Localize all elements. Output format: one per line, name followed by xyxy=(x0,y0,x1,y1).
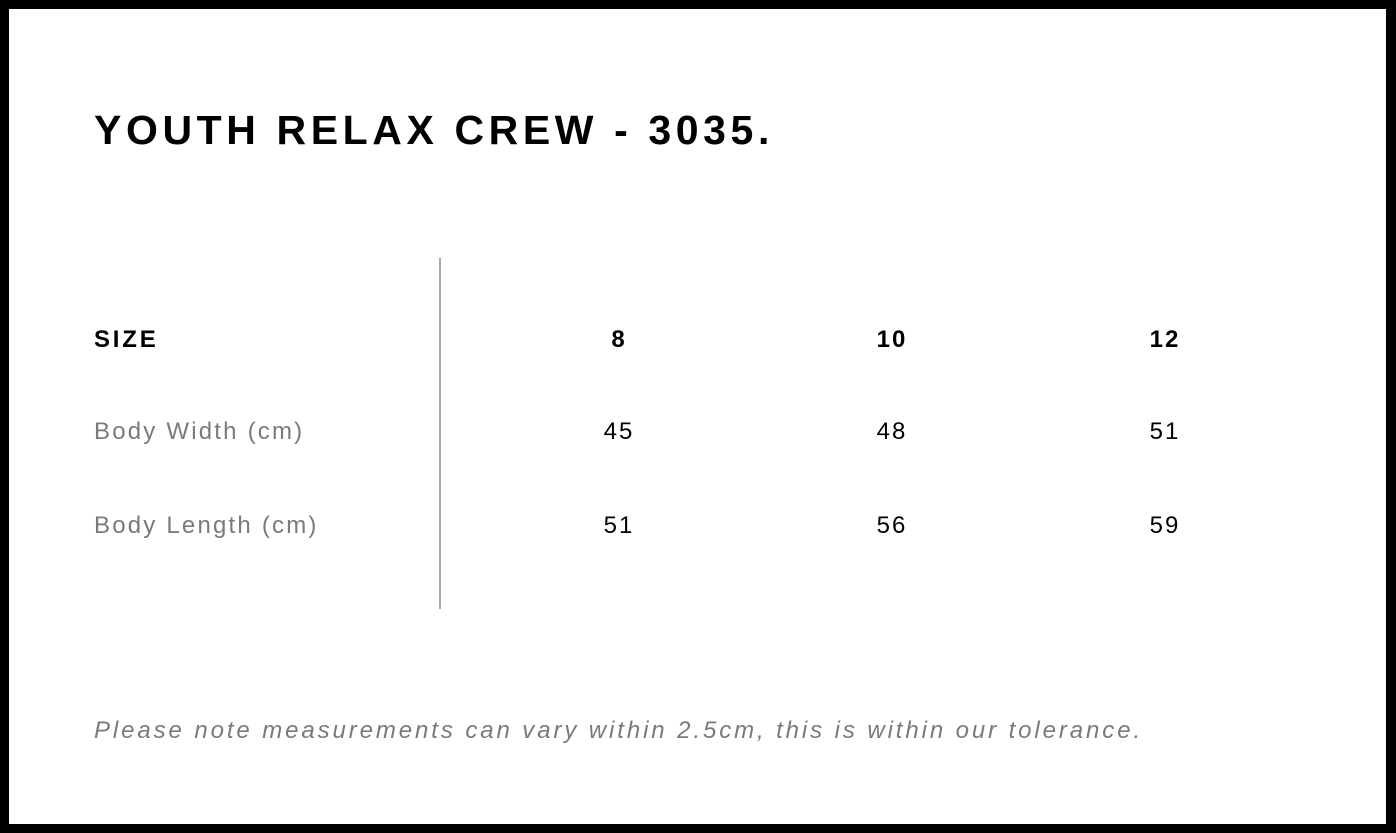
table-cell: 56 xyxy=(876,512,908,539)
table-cell: 51 xyxy=(603,512,635,539)
row-label: Body Width (cm) xyxy=(94,418,305,445)
table-cell: 51 xyxy=(1149,418,1181,445)
size-header-cell: 12 xyxy=(1149,326,1181,353)
table-cell: 45 xyxy=(603,418,635,445)
table-cell: 48 xyxy=(876,418,908,445)
size-header-cell: 10 xyxy=(876,326,908,353)
tolerance-note: Please note measurements can vary within… xyxy=(94,717,1144,744)
page-title: YOUTH RELAX CREW - 3035. xyxy=(94,107,774,153)
size-header-cell: 8 xyxy=(611,326,627,353)
table-cell: 59 xyxy=(1149,512,1181,539)
size-chart-card: YOUTH RELAX CREW - 3035. SIZE 8 10 12 Bo… xyxy=(9,9,1386,824)
size-header-label: SIZE xyxy=(94,326,159,353)
row-label: Body Length (cm) xyxy=(94,512,319,539)
column-divider xyxy=(439,258,441,609)
